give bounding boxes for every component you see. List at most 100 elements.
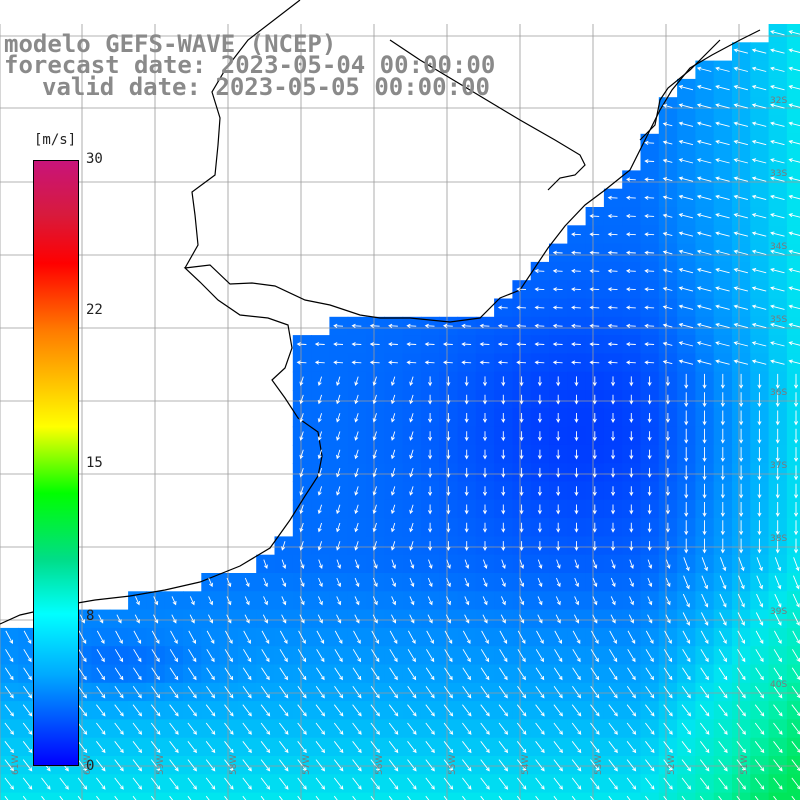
- wind-arrow: [534, 360, 545, 365]
- wind-arrow: [770, 158, 785, 164]
- inland-border: [389, 39, 586, 191]
- wind-speed-cell: [274, 792, 294, 800]
- wind-arrow: [644, 360, 655, 365]
- wind-arrow: [644, 342, 655, 347]
- wind-arrow: [205, 759, 216, 772]
- wind-arrow: [678, 176, 694, 182]
- wind-arrow: [224, 759, 234, 772]
- wind-arrow: [41, 795, 45, 800]
- wind-arrow: [665, 504, 670, 515]
- wind-arrow: [665, 467, 670, 478]
- wind-arrow: [482, 376, 487, 387]
- wind-speed-cell: [530, 792, 550, 800]
- wind-arrow: [770, 66, 785, 72]
- wind-arrow: [554, 649, 563, 663]
- wind-arrow: [665, 431, 670, 442]
- wind-arrow: [242, 795, 247, 800]
- wind-arrow: [482, 413, 487, 423]
- wind-arrow: [627, 667, 636, 681]
- wind-arrow: [754, 722, 765, 735]
- wind-speed-cell: [786, 280, 800, 300]
- wind-arrow: [169, 722, 179, 735]
- wind-arrow: [663, 685, 673, 699]
- wind-arrow: [354, 522, 359, 533]
- wind-arrow: [682, 649, 691, 663]
- wind-arrow: [774, 575, 782, 590]
- wind-arrow: [751, 249, 767, 255]
- wind-arrow: [96, 777, 106, 790]
- wind-arrow: [517, 667, 526, 681]
- wind-arrow: [388, 759, 399, 772]
- wind-arrow: [647, 614, 653, 624]
- wind-arrow: [519, 522, 524, 533]
- wind-arrow: [370, 759, 380, 772]
- wind-arrow: [625, 232, 636, 237]
- wind-arrow: [299, 504, 304, 515]
- latitude-labels: 32S 33S 34S 35S 36S 37S 38S 39S 40S: [770, 96, 787, 690]
- wind-arrow: [589, 268, 600, 274]
- wind-speed-cell: [237, 792, 257, 800]
- wind-arrow: [372, 413, 377, 423]
- wind-arrow: [443, 685, 453, 699]
- wind-arrow: [114, 741, 124, 754]
- wind-arrow: [206, 649, 215, 663]
- wind-arrow: [715, 103, 730, 109]
- wind-arrow: [425, 722, 435, 735]
- wind-arrow: [169, 704, 179, 717]
- wind-arrow: [555, 596, 561, 606]
- wind-arrow: [519, 486, 524, 497]
- longitude-label: 57W: [302, 755, 312, 775]
- wind-arrow: [446, 522, 451, 533]
- wind-arrow: [754, 741, 765, 754]
- wind-arrow: [738, 557, 745, 572]
- wind-arrow: [317, 413, 323, 423]
- wind-arrow: [409, 413, 414, 423]
- wind-arrow: [647, 596, 653, 606]
- wind-arrow: [696, 121, 712, 127]
- wind-arrow: [773, 777, 783, 790]
- wind-arrow: [665, 541, 670, 552]
- wind-arrow: [407, 685, 417, 699]
- wind-arrow: [409, 577, 415, 588]
- wind-arrow: [480, 759, 490, 772]
- wind-arrow: [696, 304, 712, 310]
- wind-arrow: [482, 614, 488, 624]
- wind-arrow: [59, 795, 64, 800]
- wind-arrow: [556, 504, 561, 515]
- wind-arrow: [336, 504, 341, 515]
- wind-arrow: [317, 596, 323, 606]
- wind-arrow: [682, 612, 690, 626]
- wind-arrow: [96, 630, 105, 645]
- wind-arrow: [516, 722, 527, 735]
- wind-arrow: [297, 649, 307, 663]
- wind-arrow: [296, 342, 307, 347]
- wind-arrow: [188, 649, 197, 663]
- wind-arrow: [715, 213, 730, 219]
- wind-arrow: [590, 667, 600, 681]
- wind-arrow: [114, 722, 124, 735]
- wind-arrow: [41, 777, 51, 790]
- wind-arrow: [733, 103, 749, 109]
- wind-arrow: [279, 777, 289, 790]
- wind-arrow: [409, 431, 414, 441]
- longitude-label: 60W: [83, 755, 93, 775]
- wind-arrow: [23, 630, 32, 645]
- wind-arrow: [788, 304, 800, 310]
- wind-arrow: [737, 630, 745, 645]
- wind-arrow: [390, 614, 397, 624]
- wind-arrow: [733, 322, 749, 329]
- wind-speed-cell: [311, 792, 330, 800]
- wind-speed-cell: [292, 792, 312, 800]
- wind-arrow: [482, 449, 487, 460]
- longitude-label: 55W: [448, 755, 458, 775]
- wind-arrow: [133, 667, 142, 681]
- wind-arrow: [442, 360, 453, 365]
- wind-arrow: [556, 394, 561, 405]
- wind-arrow: [96, 685, 106, 699]
- wind-arrow: [775, 373, 780, 389]
- wind-arrow: [556, 413, 561, 423]
- wind-arrow: [519, 449, 524, 460]
- wind-arrow: [665, 376, 670, 387]
- wind-arrow: [244, 577, 250, 588]
- wind-arrow: [462, 630, 471, 645]
